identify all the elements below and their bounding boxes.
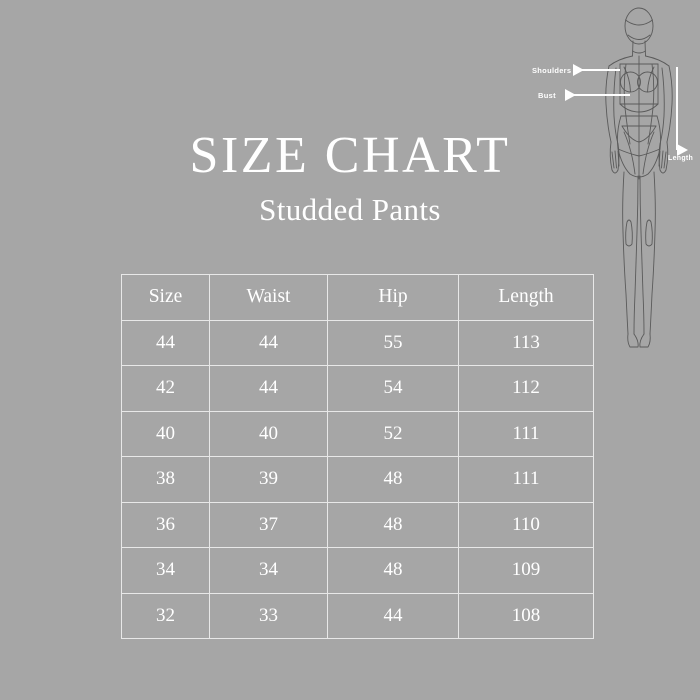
cell-hip: 48 (327, 501, 459, 548)
table-row: 34 34 48 109 (121, 547, 594, 594)
cell-length: 110 (458, 501, 594, 548)
title-block: SIZE CHART Studded Pants (0, 128, 700, 228)
table-row: 38 39 48 111 (121, 456, 594, 503)
table-row: 32 33 44 108 (121, 592, 594, 639)
cell-waist: 39 (209, 456, 328, 503)
column-header-size: Size (121, 274, 210, 321)
cell-waist: 44 (209, 365, 328, 412)
cell-hip: 48 (327, 456, 459, 503)
cell-waist: 33 (209, 592, 328, 639)
cell-size: 42 (121, 365, 210, 412)
cell-waist: 44 (209, 319, 328, 366)
annotation-label-shoulders: Shoulders (532, 66, 572, 75)
mannequin-figure-icon (578, 4, 700, 354)
table-row: 36 37 48 110 (121, 501, 594, 548)
cell-length: 111 (458, 410, 594, 457)
column-header-hip: Hip (327, 274, 459, 321)
column-header-length: Length (458, 274, 594, 321)
cell-length: 112 (458, 365, 594, 412)
cell-hip: 52 (327, 410, 459, 457)
table-row: 40 40 52 111 (121, 410, 594, 457)
table-row: 42 44 54 112 (121, 365, 594, 412)
column-header-waist: Waist (209, 274, 328, 321)
cell-hip: 48 (327, 547, 459, 594)
cell-size: 44 (121, 319, 210, 366)
cell-waist: 37 (209, 501, 328, 548)
size-table-container: Size Waist Hip Length 44 44 55 113 42 44… (121, 274, 594, 639)
cell-waist: 40 (209, 410, 328, 457)
page-subtitle: Studded Pants (259, 192, 441, 227)
annotation-label-bust: Bust (538, 91, 556, 100)
cell-hip: 54 (327, 365, 459, 412)
measurement-annotations: Shoulders Bust Length (520, 55, 700, 175)
page-title: SIZE CHART (189, 127, 511, 184)
table-row: 44 44 55 113 (121, 319, 594, 366)
cell-length: 113 (458, 319, 594, 366)
size-table: Size Waist Hip Length 44 44 55 113 42 44… (121, 274, 594, 639)
cell-size: 40 (121, 410, 210, 457)
cell-size: 36 (121, 501, 210, 548)
cell-length: 108 (458, 592, 594, 639)
cell-size: 34 (121, 547, 210, 594)
cell-hip: 55 (327, 319, 459, 366)
cell-hip: 44 (327, 592, 459, 639)
cell-size: 38 (121, 456, 210, 503)
cell-length: 111 (458, 456, 594, 503)
annotation-label-length: Length (668, 155, 694, 162)
cell-length: 109 (458, 547, 594, 594)
cell-size: 32 (121, 592, 210, 639)
cell-waist: 34 (209, 547, 328, 594)
table-header-row: Size Waist Hip Length (121, 274, 594, 321)
